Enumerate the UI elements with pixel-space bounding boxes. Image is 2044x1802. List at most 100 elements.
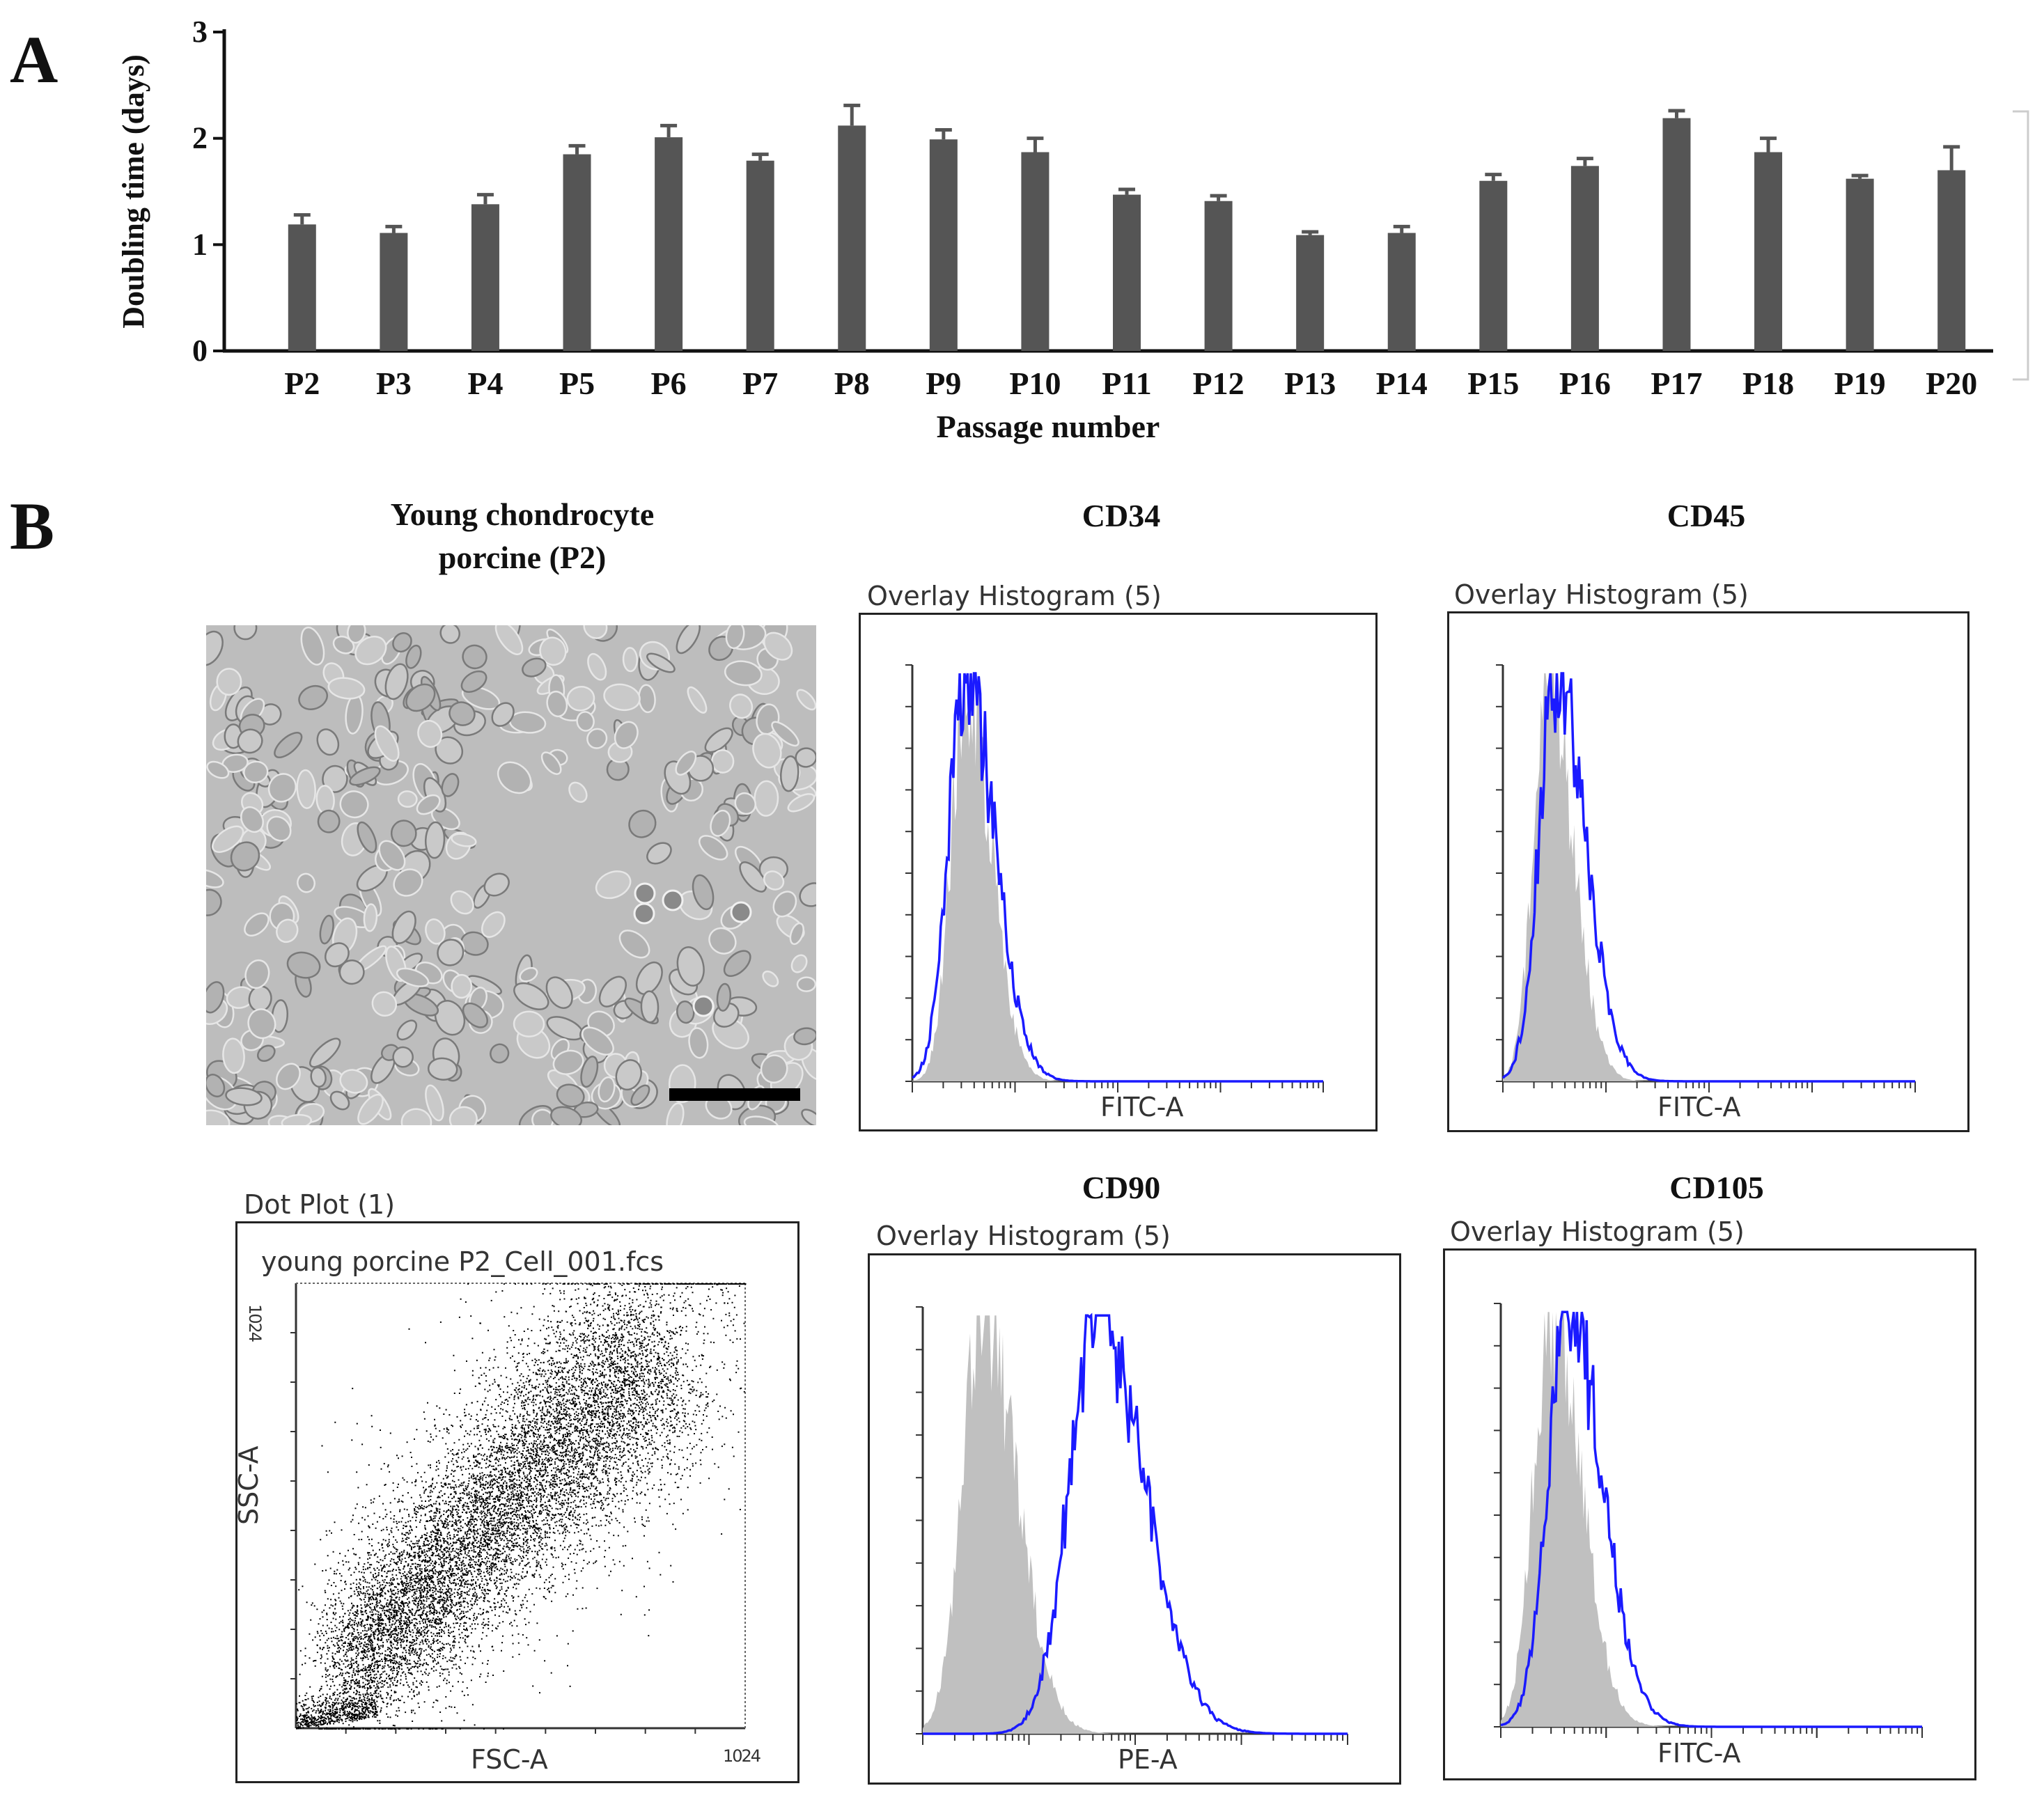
cell (212, 825, 244, 853)
cell (724, 660, 763, 687)
x-tick-label: P12 (1193, 366, 1245, 401)
bar (1846, 178, 1874, 351)
cell (598, 1076, 616, 1103)
cell (276, 918, 299, 943)
bar (746, 160, 774, 351)
cd34-xlabel: FITC-A (1100, 1092, 1184, 1122)
cell (545, 976, 573, 1009)
cell (556, 1083, 585, 1108)
x-tick-label: P17 (1651, 366, 1702, 401)
y-tick-label: 3 (192, 15, 208, 49)
cell (497, 761, 532, 794)
cell (708, 927, 737, 955)
cell (710, 809, 731, 837)
x-tick-label: P5 (559, 366, 595, 401)
cell (595, 870, 632, 900)
micrograph-texture (206, 625, 816, 1125)
control-histogram-fill (1501, 1312, 1922, 1727)
dotplot-marks (290, 1283, 747, 1734)
cell (244, 959, 270, 989)
x-tick-label: P13 (1284, 366, 1336, 401)
cell (329, 1090, 350, 1111)
cell (483, 872, 510, 897)
cell (396, 967, 430, 987)
cell (286, 951, 321, 979)
cell (357, 821, 377, 854)
cell (357, 1093, 384, 1125)
marker-histogram-line (1501, 672, 1915, 1083)
cell (692, 874, 715, 911)
cell (300, 626, 325, 666)
x-tick-label: P9 (926, 366, 961, 401)
bar (1113, 194, 1141, 351)
bar (1296, 235, 1325, 351)
cell (427, 1057, 458, 1081)
cell (490, 1043, 510, 1064)
round-cell (692, 995, 715, 1017)
cell (233, 625, 258, 641)
cell (316, 728, 340, 756)
micrograph-title: Young chondrocyte porcine (P2) (390, 496, 655, 575)
x-tick-label: P6 (651, 366, 687, 401)
x-axis-title: Passage number (937, 409, 1160, 444)
cell (448, 1106, 478, 1125)
cd105-title: CD105 (1669, 1170, 1764, 1205)
cell (243, 760, 269, 784)
cell (448, 701, 476, 726)
cell (393, 868, 423, 897)
cell (716, 982, 732, 1012)
dotplot-xlabel: FSC-A (471, 1744, 548, 1775)
bar (1021, 152, 1050, 351)
cell (267, 773, 297, 803)
cell (481, 911, 506, 938)
cell (772, 891, 797, 918)
cell (796, 976, 816, 992)
cell (390, 820, 417, 847)
cell (451, 973, 473, 999)
cell (460, 670, 487, 693)
cell (206, 630, 224, 666)
x-tick-label: P10 (1009, 366, 1061, 401)
cell (339, 790, 369, 819)
y-tick-label: 2 (192, 121, 208, 155)
cell (734, 792, 756, 815)
cell (723, 950, 751, 977)
cell (327, 677, 366, 700)
cell (338, 959, 365, 985)
cell (762, 970, 779, 987)
x-tick-label: P20 (1926, 366, 1977, 401)
x-tick-label: P2 (284, 366, 320, 401)
cell (676, 946, 705, 987)
cell (339, 1069, 368, 1094)
cell (640, 990, 660, 1024)
cell (666, 1102, 685, 1125)
cell (400, 1108, 432, 1125)
cell (275, 1063, 301, 1090)
scale-bar (669, 1088, 800, 1101)
cell (240, 806, 265, 833)
bar (1662, 118, 1691, 351)
cell (552, 1049, 584, 1075)
cell (539, 636, 567, 666)
cell (349, 766, 381, 786)
cell (247, 1008, 276, 1040)
cell (405, 683, 436, 712)
cell (451, 833, 477, 847)
cell (587, 652, 607, 681)
cell (622, 647, 639, 673)
bar (1937, 170, 1966, 351)
cell (760, 1054, 788, 1083)
x-tick-label: P18 (1742, 366, 1794, 401)
bar (288, 224, 316, 351)
cell (603, 683, 641, 712)
bar (1754, 152, 1783, 351)
cell (266, 815, 292, 842)
histogram-3 (916, 1306, 1348, 1745)
cell (568, 781, 588, 803)
cell (546, 690, 568, 718)
cell (646, 842, 672, 865)
x-tick-label: P8 (834, 366, 870, 401)
cell (384, 663, 409, 700)
y-tick-label: 1 (192, 227, 208, 261)
x-tick-label: P19 (1834, 366, 1886, 401)
